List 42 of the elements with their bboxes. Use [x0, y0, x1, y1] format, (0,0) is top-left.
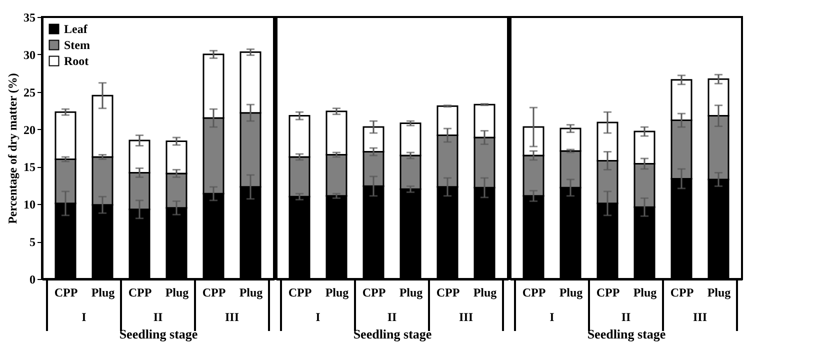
- text: I: [316, 310, 321, 324]
- y-tick-label: 15: [24, 160, 36, 174]
- text: III: [224, 310, 240, 324]
- x-axis-title: Seedling stage: [119, 326, 198, 342]
- x-tick-label: Plug: [399, 286, 423, 300]
- x-tick-label: CPP: [436, 286, 460, 300]
- legend-label: Leaf: [64, 22, 88, 36]
- x-tick-label: Plug: [633, 286, 657, 300]
- x-tick-label: Plug: [707, 286, 731, 300]
- x-tick-label: CPP: [54, 286, 78, 300]
- x-tick-label: CPP: [288, 286, 312, 300]
- x-tick-label: Plug: [91, 286, 115, 300]
- x-tick-label: CPP: [362, 286, 386, 300]
- text: II: [387, 310, 397, 324]
- x-tick-label: Plug: [239, 286, 263, 300]
- y-tick-label: 30: [24, 48, 36, 62]
- y-tick-label: 25: [24, 85, 36, 100]
- x-tick-label: Plug: [165, 286, 189, 300]
- x-axis-title: Seedling stage: [587, 326, 666, 342]
- text: I: [550, 310, 555, 324]
- x-tick-label: CPP: [596, 286, 620, 300]
- legend-label: Root: [64, 54, 89, 68]
- text: II: [621, 310, 631, 324]
- y-tick-label: 10: [24, 198, 36, 212]
- text: III: [458, 310, 474, 324]
- y-tick-label: 0: [30, 272, 36, 286]
- x-tick-label: Plug: [325, 286, 349, 300]
- x-tick-label: CPP: [202, 286, 226, 300]
- y-tick-label: 35: [24, 10, 36, 24]
- x-tick-label: Plug: [473, 286, 497, 300]
- y-tick-label: 5: [30, 235, 36, 250]
- x-tick-label: CPP: [522, 286, 546, 300]
- text: I: [82, 310, 87, 324]
- text: III: [692, 310, 708, 324]
- text: II: [153, 310, 163, 324]
- x-tick-label: Plug: [559, 286, 583, 300]
- x-axis-title: Seedling stage: [353, 326, 432, 342]
- legend-label: Stem: [64, 38, 90, 52]
- y-axis-title: Percentage of dry matter (%): [6, 73, 20, 224]
- x-tick-label: CPP: [128, 286, 152, 300]
- x-tick-label: CPP: [670, 286, 694, 300]
- y-tick-label: 20: [24, 122, 36, 137]
